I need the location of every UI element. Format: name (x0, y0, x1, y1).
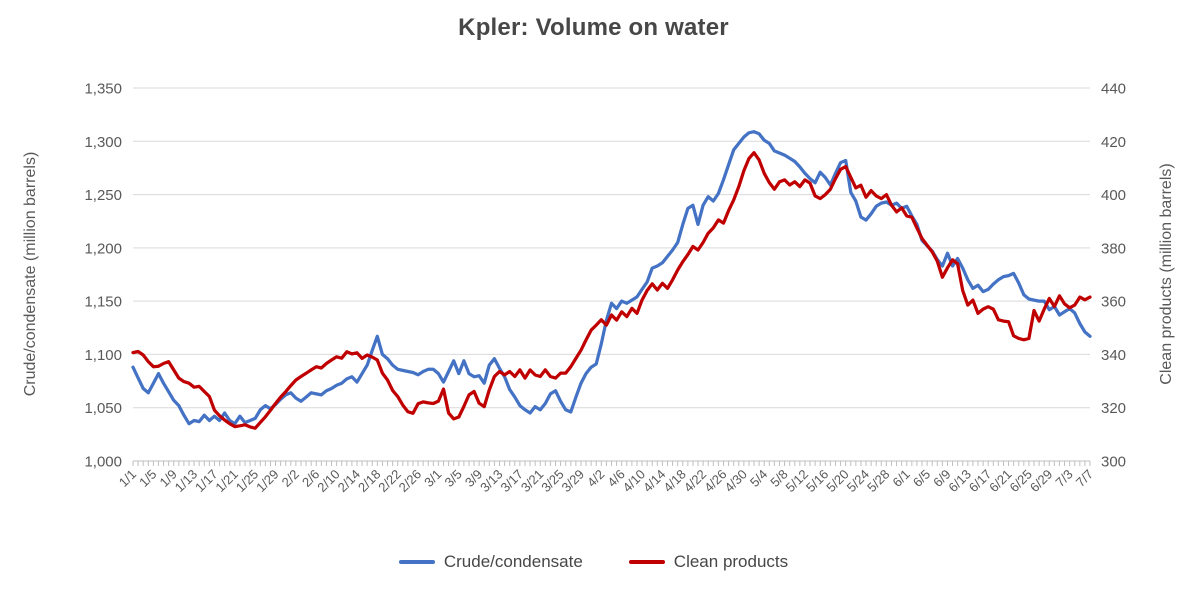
left-axis-tick-label: 1,100 (84, 347, 122, 364)
x-axis-tick-label: 6/1 (889, 467, 912, 490)
right-axis-tick-label: 340 (1101, 347, 1126, 364)
left-axis-tick-label: 1,250 (84, 187, 122, 204)
left-axis-tick-label: 1,350 (84, 81, 122, 98)
right-axis-tick-label: 320 (1101, 400, 1126, 417)
x-axis-tick-label: 4/2 (584, 467, 607, 490)
chart-title: Kpler: Volume on water (458, 14, 729, 41)
x-axis-tick-label: 3/1 (421, 467, 444, 490)
right-axis-tick-label: 300 (1101, 454, 1126, 471)
left-axis-tick-label: 1,300 (84, 134, 122, 151)
right-axis-tick-label: 360 (1101, 294, 1126, 311)
x-axis-tick-label: 5/4 (747, 467, 770, 490)
x-axis-tick-label: 3/5 (442, 467, 465, 490)
legend: Crude/condensate Clean products (0, 552, 1187, 572)
x-axis-tick-label: 6/5 (910, 467, 933, 490)
x-axis-tick-label: 4/30 (721, 467, 750, 496)
left-axis-tick-label: 1,000 (84, 454, 122, 471)
right-axis-tick-label: 420 (1101, 134, 1126, 151)
x-axis-tick-label: 5/28 (864, 467, 893, 496)
x-axis-tick-label: 6/29 (1027, 467, 1056, 496)
x-axis-tick-label: 2/26 (396, 467, 425, 496)
x-axis-tick-label: 2/2 (279, 467, 302, 490)
x-axis-tick-label: 7/3 (1052, 467, 1075, 490)
x-axis-tick-label: 7/7 (1073, 467, 1096, 490)
crude-condensate-line-swatch (398, 560, 435, 564)
series-line-clean-products (131, 151, 1092, 430)
right-axis-tick-label: 440 (1101, 81, 1126, 98)
left-axis-tick-label: 1,150 (84, 294, 122, 311)
legend-item-crude-condensate: Crude/condensate (398, 552, 583, 572)
legend-label-crude-condensate: Crude/condensate (443, 552, 583, 571)
right-axis-tick-label: 380 (1101, 240, 1126, 257)
legend-item-clean-products: Clean products (628, 552, 789, 572)
x-axis-tick-label: 1/29 (253, 467, 282, 496)
x-axis-tick-label: 1/5 (136, 467, 159, 490)
legend-label-clean-products: Clean products (673, 552, 789, 571)
right-axis-tick-label: 400 (1101, 187, 1126, 204)
left-axis-tick-label: 1,200 (84, 240, 122, 257)
clean-products-line-swatch (628, 560, 665, 564)
x-axis-tick-label: 3/29 (559, 467, 588, 496)
series-line-crude-condensate (131, 130, 1092, 426)
left-axis-tick-label: 1,050 (84, 400, 122, 417)
